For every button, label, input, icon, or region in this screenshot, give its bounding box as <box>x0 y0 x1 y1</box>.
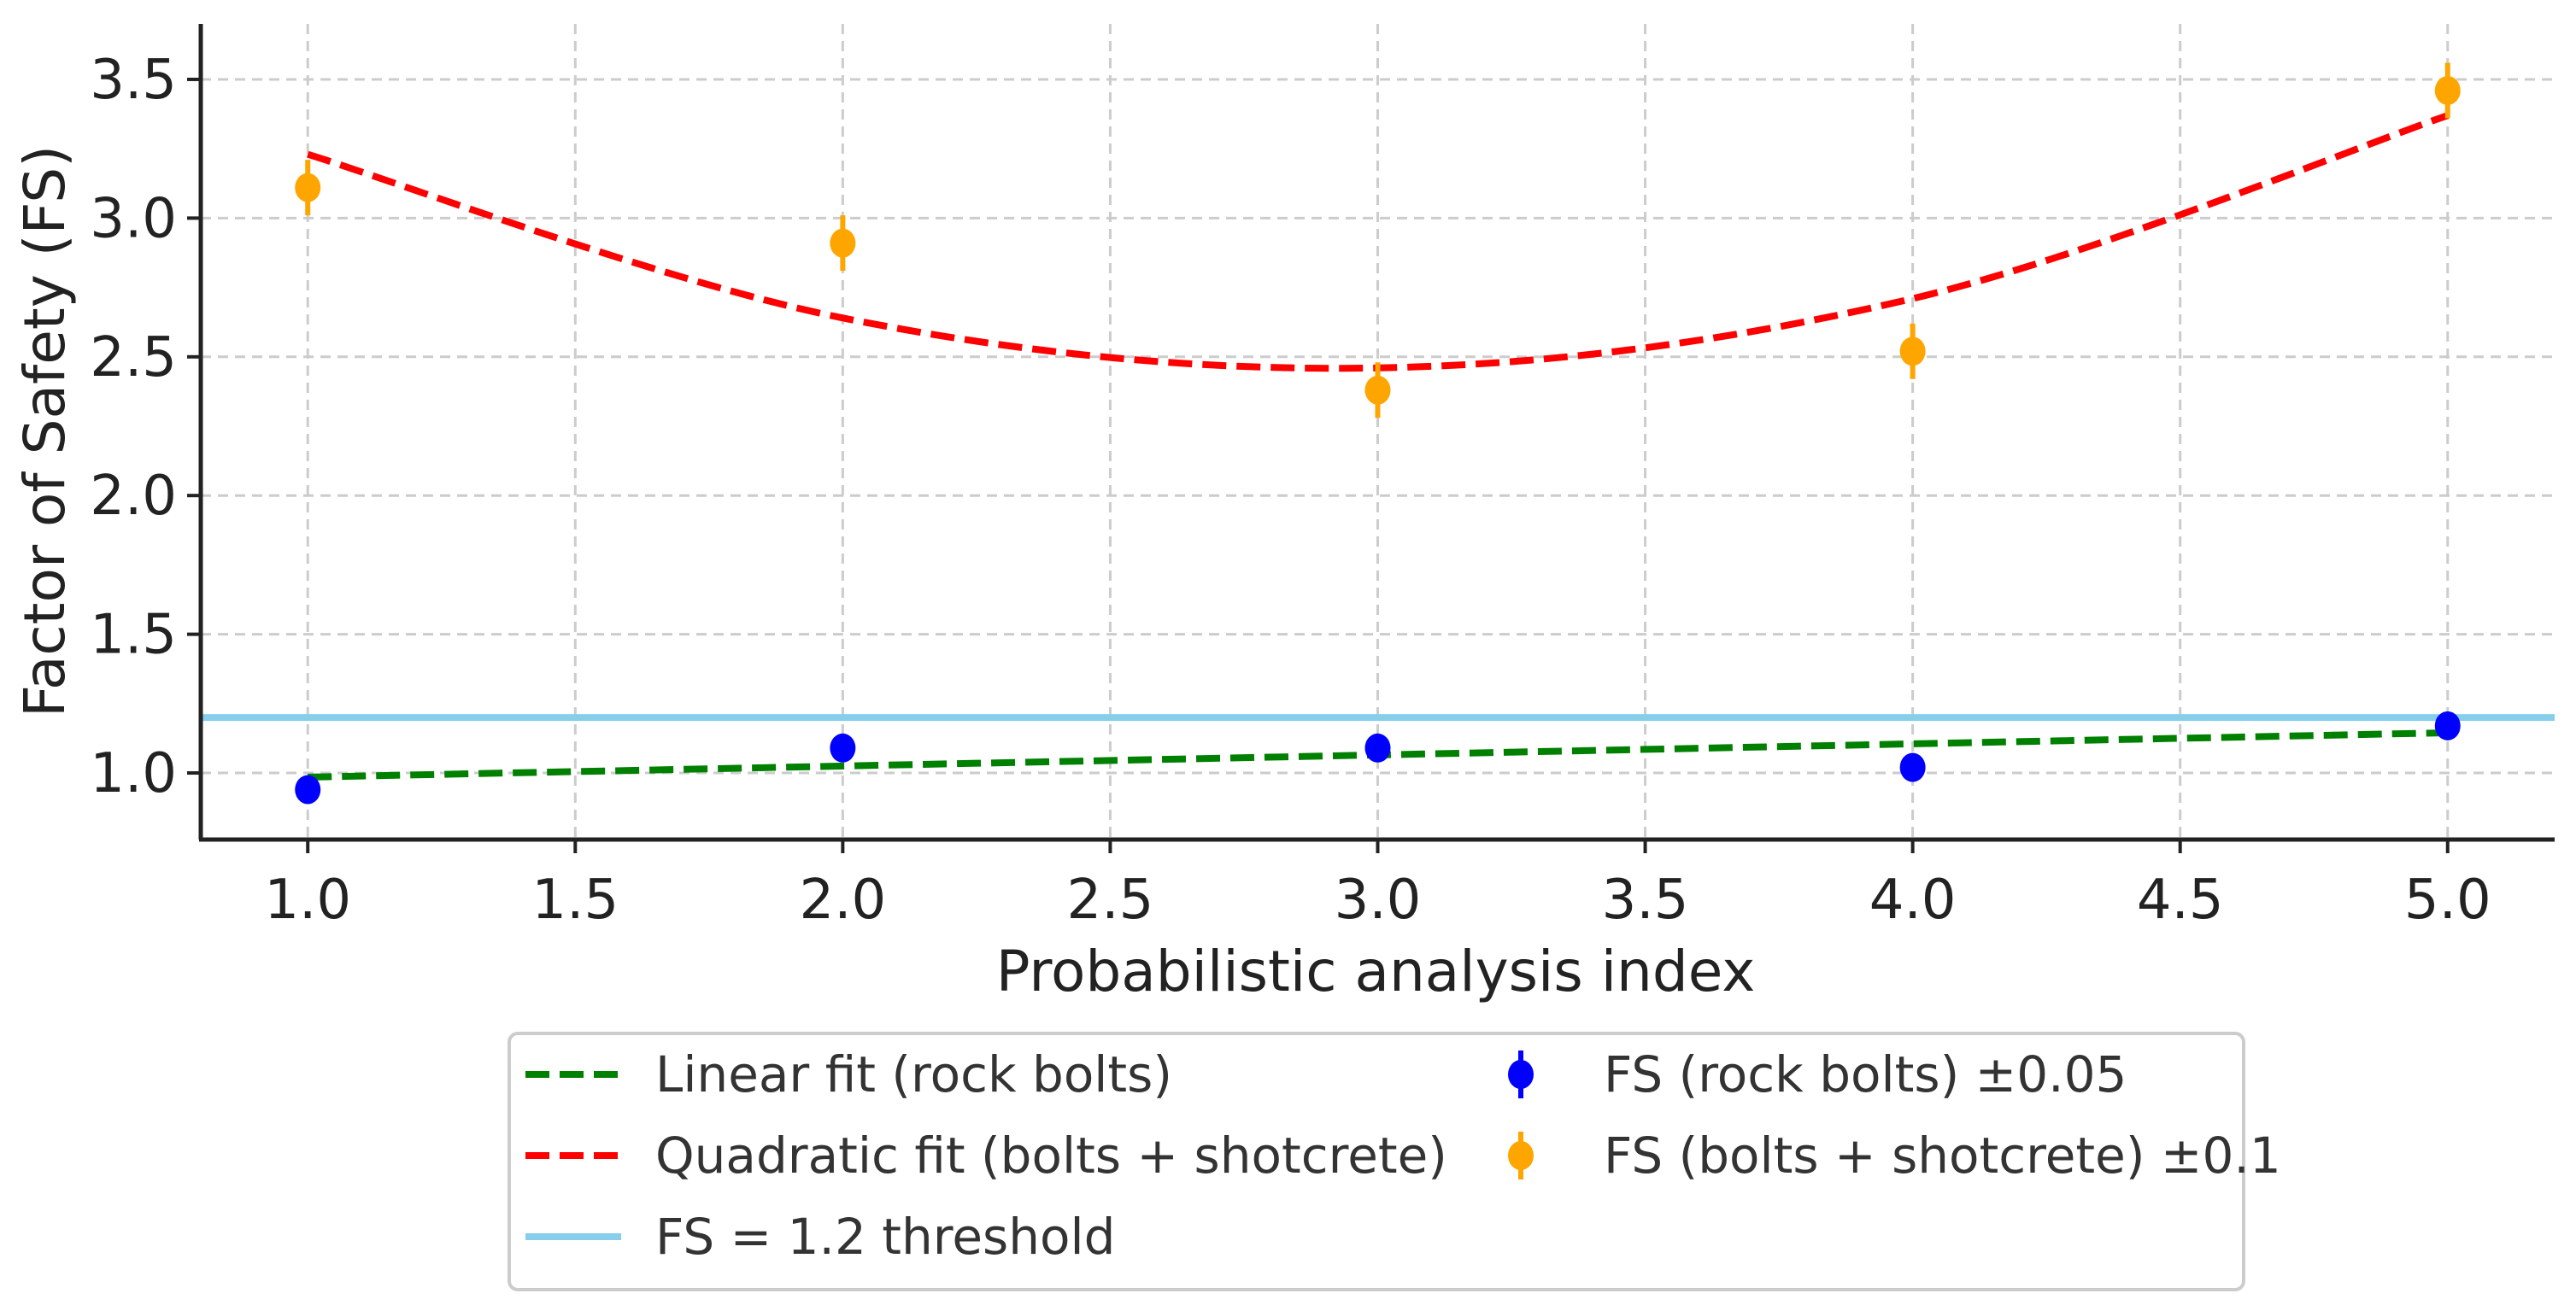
x-tick-label: 1.5 <box>531 869 619 932</box>
y-tick-label: 1.5 <box>90 604 177 667</box>
y-tick-label: 3.0 <box>90 187 177 250</box>
y-axis-title: Factor of Safety (FS) <box>12 145 78 717</box>
y-tick-label: 2.5 <box>90 326 177 389</box>
rock-bolts-point <box>830 733 856 763</box>
x-tick-label: 5.0 <box>2404 869 2491 932</box>
data-points-layer <box>295 62 2461 805</box>
x-ticks: 1.0 1.5 2.0 2.5 3.0 3.5 4.0 4.5 5.0 <box>264 840 2491 932</box>
x-tick-label: 2.5 <box>1067 869 1154 932</box>
legend: Linear fit (rock bolts) Quadratic fit (bo… <box>508 1032 2281 1291</box>
legend-point-marker <box>1508 1060 1534 1089</box>
rock-bolts-point <box>2434 711 2461 740</box>
y-tick-label: 1.0 <box>90 742 177 805</box>
rock-bolts-point <box>1364 733 1391 763</box>
x-tick-label: 3.0 <box>1335 869 1422 932</box>
legend-label: Linear fit (rock bolts) <box>655 1045 1172 1103</box>
x-tick-label: 3.5 <box>1602 869 1689 932</box>
rock-bolts-point <box>1899 752 1926 782</box>
bolts-shotcrete-point <box>295 173 321 202</box>
rock-bolts-point <box>295 775 321 805</box>
legend-label: FS = 1.2 threshold <box>655 1208 1115 1266</box>
x-tick-label: 2.0 <box>799 869 886 932</box>
y-tick-label: 3.5 <box>90 49 177 112</box>
legend-label: FS (rock bolts) ±0.05 <box>1604 1045 2127 1103</box>
legend-box <box>508 1032 2245 1291</box>
bolts-shotcrete-point <box>830 228 856 258</box>
x-tick-label: 4.5 <box>2137 869 2224 932</box>
x-tick-label: 1.0 <box>264 869 351 932</box>
legend-label: Quadratic fit (bolts + shotcrete) <box>655 1127 1447 1185</box>
legend-label: FS (bolts + shotcrete) ±0.1 <box>1604 1127 2281 1185</box>
legend-point-marker <box>1508 1141 1534 1170</box>
y-ticks: 1.0 1.5 2.0 2.5 3.0 3.5 <box>90 49 201 805</box>
x-axis-title: Probabilistic analysis index <box>996 939 1756 1004</box>
bolts-shotcrete-point <box>1364 375 1391 405</box>
bolts-shotcrete-point <box>2434 75 2461 105</box>
x-tick-label: 4.0 <box>1869 869 1957 932</box>
y-tick-label: 2.0 <box>90 465 177 528</box>
bolts-shotcrete-point <box>1899 337 1926 366</box>
